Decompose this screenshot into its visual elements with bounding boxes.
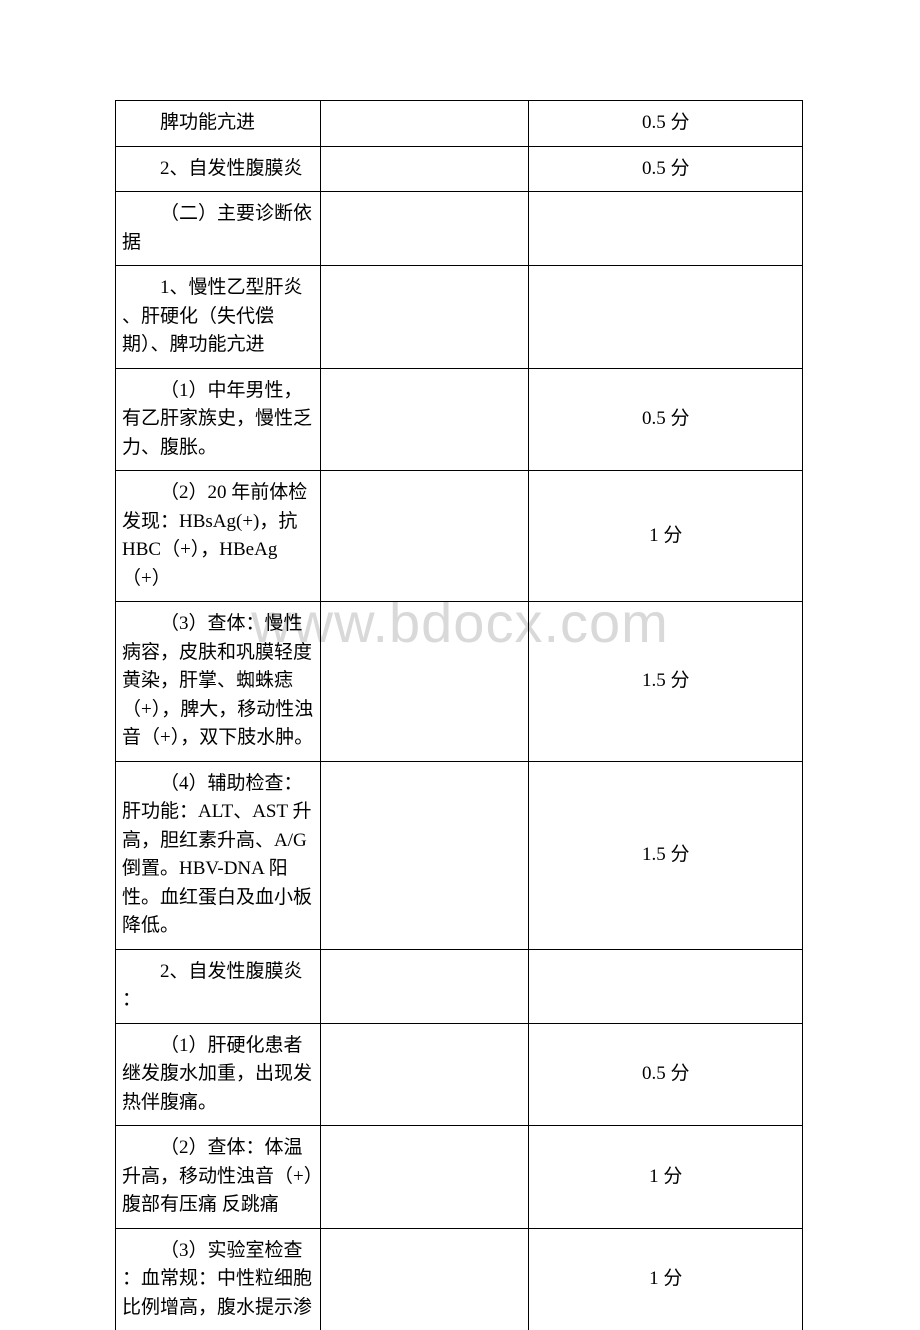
middle-cell <box>320 146 529 192</box>
table-row: （二）主要诊断依据 <box>116 192 803 266</box>
score-cell <box>529 192 803 266</box>
middle-cell <box>320 1228 529 1330</box>
score-cell: 1 分 <box>529 1228 803 1330</box>
criteria-cell: 脾功能亢进 <box>116 101 321 147</box>
table-row: （2）20 年前体检发现：HBsAg(+)，抗HBC（+），HBeAg（+） 1 … <box>116 471 803 602</box>
score-cell: 1 分 <box>529 471 803 602</box>
score-cell <box>529 949 803 1023</box>
score-cell: 0.5 分 <box>529 1023 803 1126</box>
middle-cell <box>320 471 529 602</box>
middle-cell <box>320 1023 529 1126</box>
table-body: 脾功能亢进 0.5 分 2、自发性腹膜炎 0.5 分 （二）主要诊断依据1、慢性乙型肝炎… <box>116 101 803 1330</box>
criteria-cell: 2、自发性腹膜炎： <box>116 949 321 1023</box>
table-row: （3）实验室检查：血常规：中性粒细胞比例增高，腹水提示渗 1 分 <box>116 1228 803 1330</box>
middle-cell <box>320 949 529 1023</box>
middle-cell <box>320 192 529 266</box>
table-row: 脾功能亢进 0.5 分 <box>116 101 803 147</box>
criteria-cell: （2）查体：体温升高，移动性浊音（+）腹部有压痛 反跳痛 <box>116 1126 321 1229</box>
criteria-cell: （3）实验室检查：血常规：中性粒细胞比例增高，腹水提示渗 <box>116 1228 321 1330</box>
score-cell: 1 分 <box>529 1126 803 1229</box>
middle-cell <box>320 101 529 147</box>
criteria-cell: （3）查体：慢性病容，皮肤和巩膜轻度黄染，肝掌、蜘蛛痣（+），脾大，移动性浊音（… <box>116 602 321 762</box>
table-row: 2、自发性腹膜炎 0.5 分 <box>116 146 803 192</box>
table-row: 2、自发性腹膜炎： <box>116 949 803 1023</box>
table-row: 1、慢性乙型肝炎、肝硬化（失代偿期）、脾功能亢进 <box>116 266 803 369</box>
criteria-cell: （二）主要诊断依据 <box>116 192 321 266</box>
criteria-cell: （1）中年男性，有乙肝家族史，慢性乏力、腹胀。 <box>116 368 321 471</box>
criteria-cell: （2）20 年前体检发现：HBsAg(+)，抗HBC（+），HBeAg（+） <box>116 471 321 602</box>
table-row: （2）查体：体温升高，移动性浊音（+）腹部有压痛 反跳痛 1 分 <box>116 1126 803 1229</box>
criteria-cell: （1）肝硬化患者继发腹水加重，出现发热伴腹痛。 <box>116 1023 321 1126</box>
criteria-cell: 1、慢性乙型肝炎、肝硬化（失代偿期）、脾功能亢进 <box>116 266 321 369</box>
table-row: （1）肝硬化患者继发腹水加重，出现发热伴腹痛。 0.5 分 <box>116 1023 803 1126</box>
score-cell <box>529 266 803 369</box>
scoring-table: 脾功能亢进 0.5 分 2、自发性腹膜炎 0.5 分 （二）主要诊断依据1、慢性乙型肝炎… <box>115 100 803 1330</box>
middle-cell <box>320 1126 529 1229</box>
score-cell: 1.5 分 <box>529 602 803 762</box>
table-row: （3）查体：慢性病容，皮肤和巩膜轻度黄染，肝掌、蜘蛛痣（+），脾大，移动性浊音（… <box>116 602 803 762</box>
table-row: （1）中年男性，有乙肝家族史，慢性乏力、腹胀。 0.5 分 <box>116 368 803 471</box>
criteria-cell: （4）辅助检查：肝功能：ALT、AST 升高，胆红素升高、A/G倒置。HBV-D… <box>116 761 321 949</box>
score-cell: 0.5 分 <box>529 101 803 147</box>
criteria-cell: 2、自发性腹膜炎 <box>116 146 321 192</box>
score-cell: 0.5 分 <box>529 368 803 471</box>
table-row: （4）辅助检查：肝功能：ALT、AST 升高，胆红素升高、A/G倒置。HBV-D… <box>116 761 803 949</box>
middle-cell <box>320 761 529 949</box>
score-cell: 0.5 分 <box>529 146 803 192</box>
middle-cell <box>320 266 529 369</box>
middle-cell <box>320 368 529 471</box>
middle-cell <box>320 602 529 762</box>
score-cell: 1.5 分 <box>529 761 803 949</box>
